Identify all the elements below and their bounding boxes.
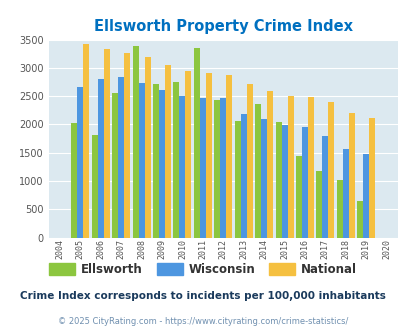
Bar xyxy=(281,125,287,238)
Bar xyxy=(315,171,322,238)
Bar xyxy=(118,77,124,238)
Bar xyxy=(194,48,199,238)
Bar xyxy=(362,154,368,238)
Bar xyxy=(301,127,307,238)
Bar xyxy=(336,180,342,238)
Bar xyxy=(260,119,266,238)
Bar xyxy=(234,121,240,238)
Legend: Ellsworth, Wisconsin, National: Ellsworth, Wisconsin, National xyxy=(44,258,361,281)
Bar xyxy=(214,100,220,238)
Bar xyxy=(328,102,334,238)
Bar xyxy=(173,82,179,238)
Bar xyxy=(254,104,260,238)
Bar xyxy=(83,44,89,238)
Bar xyxy=(104,49,109,238)
Bar xyxy=(266,90,273,238)
Bar xyxy=(348,113,354,238)
Bar xyxy=(124,53,130,238)
Bar xyxy=(287,96,293,238)
Bar xyxy=(132,47,138,238)
Bar xyxy=(112,93,118,238)
Bar xyxy=(71,123,77,238)
Bar xyxy=(164,65,171,238)
Bar xyxy=(199,98,205,238)
Bar xyxy=(226,75,232,238)
Bar xyxy=(322,136,328,238)
Bar xyxy=(342,149,348,238)
Bar xyxy=(153,84,159,238)
Bar xyxy=(179,96,185,238)
Bar xyxy=(205,73,211,238)
Bar xyxy=(138,82,144,238)
Title: Ellsworth Property Crime Index: Ellsworth Property Crime Index xyxy=(94,19,352,34)
Bar xyxy=(98,79,104,238)
Bar xyxy=(92,135,98,238)
Bar xyxy=(275,122,281,238)
Bar xyxy=(368,118,374,238)
Bar xyxy=(159,90,164,238)
Text: Crime Index corresponds to incidents per 100,000 inhabitants: Crime Index corresponds to incidents per… xyxy=(20,291,385,301)
Bar xyxy=(307,97,313,238)
Text: © 2025 CityRating.com - https://www.cityrating.com/crime-statistics/: © 2025 CityRating.com - https://www.city… xyxy=(58,317,347,326)
Bar xyxy=(240,114,246,238)
Bar xyxy=(295,155,301,238)
Bar xyxy=(77,86,83,238)
Bar xyxy=(185,71,191,238)
Bar xyxy=(220,98,226,238)
Bar xyxy=(144,56,150,238)
Bar xyxy=(246,84,252,238)
Bar xyxy=(356,201,362,238)
